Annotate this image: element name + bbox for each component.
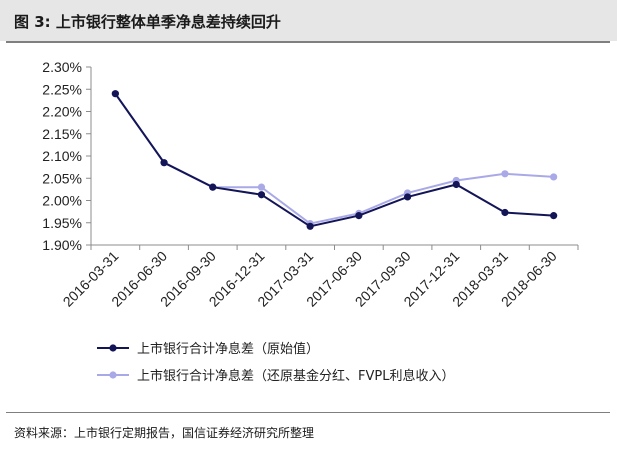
x-axis: 2016-03-312016-06-302016-09-302016-12-31… bbox=[60, 244, 579, 310]
y-tick-label: 2.00% bbox=[42, 193, 82, 209]
legend-marker-2 bbox=[109, 371, 117, 379]
y-tick-label: 1.90% bbox=[42, 237, 82, 253]
series-2-point bbox=[257, 183, 266, 191]
legend-marker-1 bbox=[109, 344, 117, 352]
series-1-point bbox=[160, 159, 168, 167]
series-1-point bbox=[209, 183, 217, 191]
y-tick-label: 1.95% bbox=[42, 215, 82, 231]
series-1-point bbox=[306, 222, 314, 230]
source-note: 资料来源：上市银行定期报告，国信证券经济研究所整理 bbox=[14, 426, 315, 440]
y-tick-label: 2.20% bbox=[42, 104, 82, 120]
series-1-point bbox=[355, 212, 363, 220]
legend: 上市银行合计净息差（原始值） 上市银行合计净息差（还原基金分红、FVPL利息收入） bbox=[97, 341, 454, 384]
y-tick-label: 2.30% bbox=[42, 59, 82, 75]
y-axis: 1.90% 1.95% 2.00% 2.05% 2.10% 2.15% 2.20% 2.25%… bbox=[42, 59, 92, 253]
line-chart: 1.90% 1.95% 2.00% 2.05% 2.10% 2.15% 2.20% 2.25%… bbox=[42, 59, 579, 384]
series-1-point bbox=[550, 212, 558, 220]
series-layer bbox=[111, 90, 558, 230]
series-1-point bbox=[403, 193, 412, 201]
series-line-2 bbox=[114, 93, 554, 225]
series-1-point bbox=[452, 180, 460, 189]
legend-label-1: 上市银行合计净息差（原始值） bbox=[137, 341, 319, 357]
y-tick-label: 2.05% bbox=[42, 170, 82, 186]
bottom-divider bbox=[6, 412, 610, 413]
title-bar bbox=[0, 0, 617, 41]
series-1-point bbox=[257, 191, 266, 199]
figure-title: 图 3: 上市银行整体单季净息差持续回升 bbox=[14, 13, 281, 31]
series-1-point bbox=[501, 208, 509, 217]
top-divider bbox=[6, 41, 610, 43]
series-1-point bbox=[111, 90, 119, 98]
y-tick-label: 2.10% bbox=[42, 148, 82, 164]
legend-label-2: 上市银行合计净息差（还原基金分红、FVPL利息收入） bbox=[137, 368, 454, 384]
y-tick-label: 2.25% bbox=[42, 81, 82, 97]
series-2-point bbox=[501, 170, 509, 178]
series-line-1 bbox=[114, 93, 554, 228]
series-2-point bbox=[550, 173, 558, 181]
y-tick-label: 2.15% bbox=[42, 126, 82, 142]
